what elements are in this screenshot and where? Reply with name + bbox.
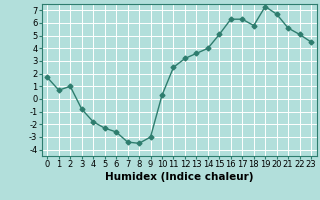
X-axis label: Humidex (Indice chaleur): Humidex (Indice chaleur) [105,172,253,182]
